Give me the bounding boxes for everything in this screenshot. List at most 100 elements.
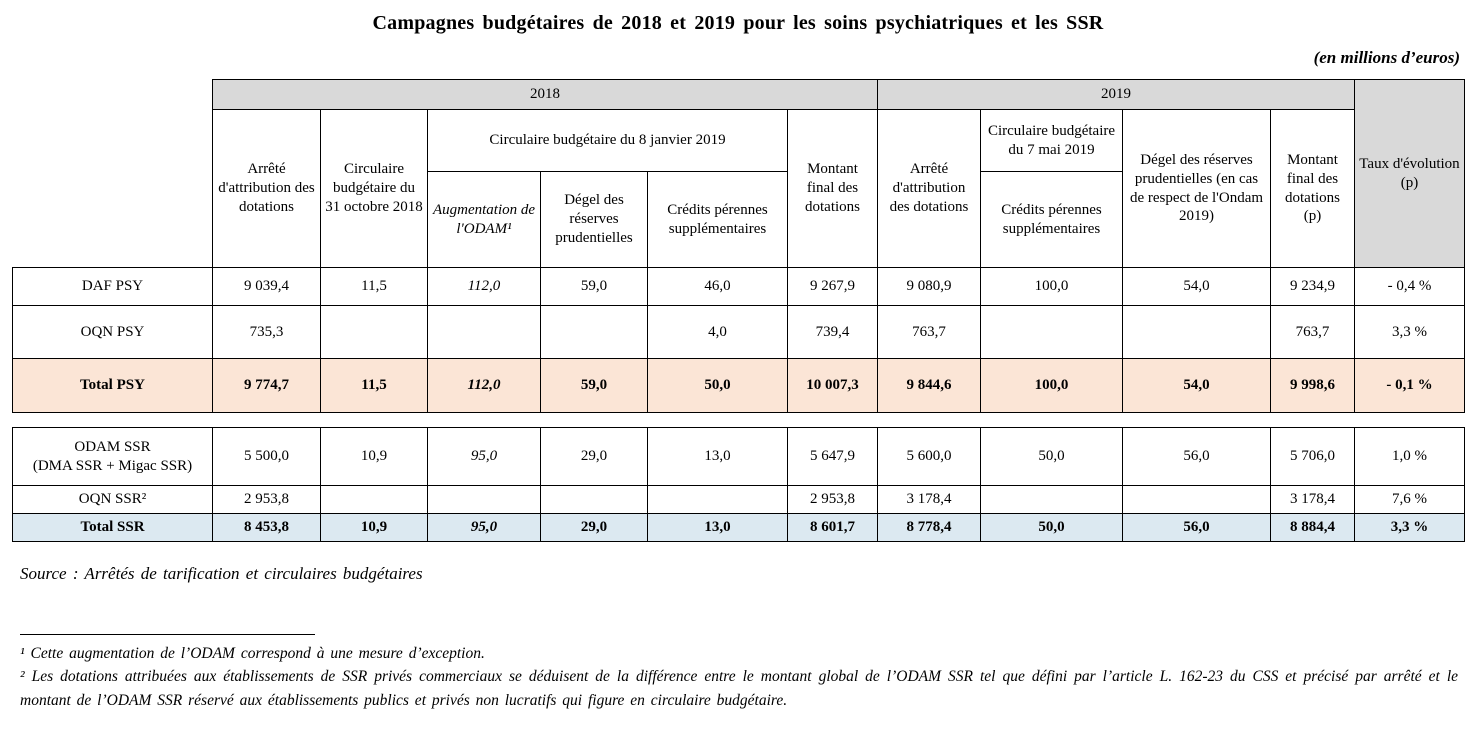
cell-value: 112,0: [427, 358, 541, 413]
cell-value: 29,0: [540, 513, 648, 542]
cell-value: 95,0: [427, 513, 541, 542]
row-label: OQN SSR²: [12, 485, 213, 514]
header-arrete-2018: Arrêté d'attribution des dotations: [212, 109, 321, 268]
cell-value: 5 706,0: [1270, 427, 1355, 486]
cell-value: 50,0: [647, 358, 788, 413]
row-label: OQN PSY: [12, 305, 213, 359]
cell-value: 5 600,0: [877, 427, 981, 486]
header-montant-final-2018: Montant final des dotations: [787, 109, 878, 268]
cell-value: 5 500,0: [212, 427, 321, 486]
cell-value: 100,0: [980, 267, 1123, 306]
header-2018: 2018: [212, 79, 878, 110]
footnote-1: ¹ Cette augmentation de l’ODAM correspon…: [20, 645, 485, 662]
cell-value: [320, 485, 428, 514]
cell-value: 95,0: [427, 427, 541, 486]
cell-value: 8 453,8: [212, 513, 321, 542]
cell-value: 4,0: [647, 305, 788, 359]
header-degel-reserves-2018: Dégel des réserves prudentielles: [540, 171, 648, 268]
cell-value: 735,3: [212, 305, 321, 359]
row-label: DAF PSY: [12, 267, 213, 306]
cell-value: 9 039,4: [212, 267, 321, 306]
row-total-ssr: Total SSR 8 453,8 10,9 95,0 29,0 13,0 8 …: [12, 513, 1465, 542]
cell-value: 763,7: [877, 305, 981, 359]
cell-value: 9 234,9: [1270, 267, 1355, 306]
cell-value: 8 778,4: [877, 513, 981, 542]
cell-value: 739,4: [787, 305, 878, 359]
cell-value: 10,9: [320, 427, 428, 486]
unit-note: (en millions d’euros): [1313, 48, 1460, 67]
source-note: Source : Arrêtés de tarification et circ…: [20, 564, 423, 583]
cell-value: 3 178,4: [1270, 485, 1355, 514]
row-label: Total SSR: [12, 513, 213, 542]
header-montant-final-2019: Montant final des dotations (p): [1270, 109, 1355, 268]
row-label: Total PSY: [12, 358, 213, 413]
row-oqn-ssr: OQN SSR² 2 953,8 2 953,8 3 178,4 3 178,4…: [12, 485, 1465, 514]
cell-value: 29,0: [540, 427, 648, 486]
cell-value: 3,3 %: [1354, 513, 1465, 542]
cell-value: 9 774,7: [212, 358, 321, 413]
table-title: Campagnes budgétaires de 2018 et 2019 po…: [372, 12, 1104, 34]
cell-value: 56,0: [1122, 427, 1271, 486]
page: Campagnes budgétaires de 2018 et 2019 po…: [12, 12, 1465, 712]
psy-table: 2018 2019 Taux d'évolution (p) Arrêté d'…: [12, 79, 1465, 413]
cell-value: - 0,4 %: [1354, 267, 1465, 306]
header-augmentation-odam: Augmentation de l'ODAM¹: [427, 171, 541, 268]
cell-value: 11,5: [320, 267, 428, 306]
row-total-psy: Total PSY 9 774,7 11,5 112,0 59,0 50,0 1…: [12, 358, 1465, 413]
header-taux-evolution: Taux d'évolution (p): [1354, 79, 1465, 268]
cell-value: [1122, 485, 1271, 514]
cell-value: [1122, 305, 1271, 359]
cell-value: [647, 485, 788, 514]
row-odam-ssr: ODAM SSR (DMA SSR + Migac SSR) 5 500,0 1…: [12, 427, 1465, 486]
header-circulaire-7-mai-2019: Circulaire budgétaire du 7 mai 2019: [980, 109, 1123, 172]
cell-value: 3 178,4: [877, 485, 981, 514]
cell-value: [427, 485, 541, 514]
cell-value: 112,0: [427, 267, 541, 306]
cell-value: 54,0: [1122, 358, 1271, 413]
header-circulaire-8-janvier-2019: Circulaire budgétaire du 8 janvier 2019: [427, 109, 788, 172]
cell-value: 2 953,8: [212, 485, 321, 514]
cell-value: 8 884,4: [1270, 513, 1355, 542]
cell-value: [980, 305, 1123, 359]
cell-value: 1,0 %: [1354, 427, 1465, 486]
cell-value: 54,0: [1122, 267, 1271, 306]
header-2019: 2019: [877, 79, 1355, 110]
cell-value: - 0,1 %: [1354, 358, 1465, 413]
footnotes: ¹ Cette augmentation de l’ODAM correspon…: [20, 634, 1464, 712]
cell-value: 50,0: [980, 427, 1123, 486]
cell-value: 9 844,6: [877, 358, 981, 413]
cell-value: [540, 485, 648, 514]
header-blank-cell: [12, 79, 213, 268]
cell-value: 3,3 %: [1354, 305, 1465, 359]
cell-value: [540, 305, 648, 359]
cell-value: 9 998,6: [1270, 358, 1355, 413]
cell-value: 10 007,3: [787, 358, 878, 413]
cell-value: 13,0: [647, 427, 788, 486]
header-degel-reserves-2019: Dégel des réserves prudentielles (en cas…: [1122, 109, 1271, 268]
cell-value: 8 601,7: [787, 513, 878, 542]
cell-value: 11,5: [320, 358, 428, 413]
row-label: ODAM SSR (DMA SSR + Migac SSR): [12, 427, 213, 486]
cell-value: 59,0: [540, 358, 648, 413]
footnote-rule: [20, 634, 315, 635]
cell-value: 56,0: [1122, 513, 1271, 542]
row-oqn-psy: OQN PSY 735,3 4,0 739,4 763,7 763,7 3,3 …: [12, 305, 1465, 359]
header-arrete-2019: Arrêté d'attribution des dotations: [877, 109, 981, 268]
footnote-2: ² Les dotations attribuées aux établisse…: [20, 668, 1458, 709]
cell-value: [320, 305, 428, 359]
cell-value: 5 647,9: [787, 427, 878, 486]
cell-value: 763,7: [1270, 305, 1355, 359]
header-credits-perennes-2019: Crédits pérennes supplémentaires: [980, 171, 1123, 268]
row-daf-psy: DAF PSY 9 039,4 11,5 112,0 59,0 46,0 9 2…: [12, 267, 1465, 306]
cell-value: 100,0: [980, 358, 1123, 413]
cell-value: 13,0: [647, 513, 788, 542]
cell-value: 50,0: [980, 513, 1123, 542]
cell-value: 46,0: [647, 267, 788, 306]
table-gap: [12, 413, 1464, 427]
cell-value: 9 080,9: [877, 267, 981, 306]
header-circulaire-31-octobre-2018: Circulaire budgétaire du 31 octobre 2018: [320, 109, 428, 268]
header-credits-perennes-2018: Crédits pérennes supplémentaires: [647, 171, 788, 268]
cell-value: [427, 305, 541, 359]
cell-value: [980, 485, 1123, 514]
cell-value: 10,9: [320, 513, 428, 542]
